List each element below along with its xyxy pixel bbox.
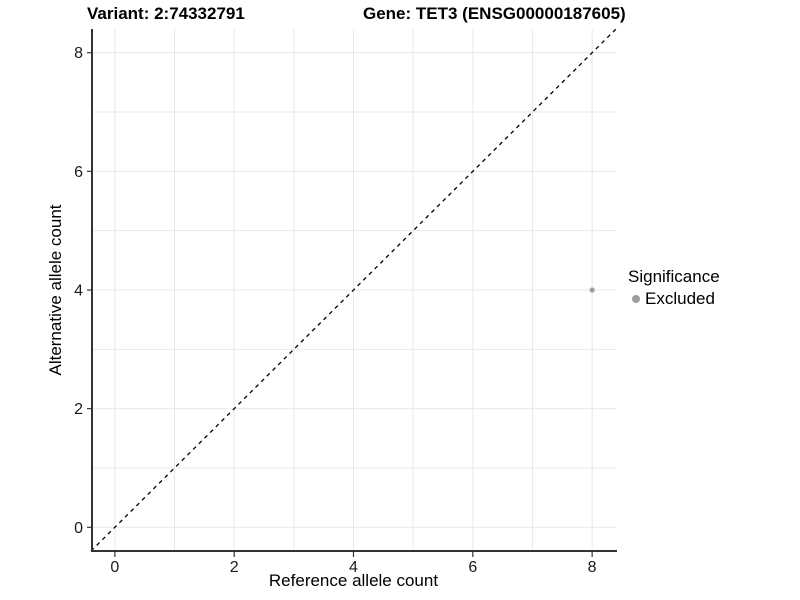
x-tick-label: 6	[468, 559, 477, 576]
x-tick-label: 8	[588, 559, 597, 576]
x-tick-label: 4	[349, 559, 358, 576]
y-tick-label: 0	[74, 520, 83, 537]
gene-title: Gene: TET3 (ENSG00000187605)	[363, 4, 626, 23]
legend-item-label: Excluded	[645, 289, 715, 308]
legend-title: Significance	[628, 267, 720, 286]
y-tick-label: 6	[74, 164, 83, 181]
x-tick-label: 0	[110, 559, 119, 576]
x-axis-label: Reference allele count	[268, 571, 439, 590]
y-axis-label: Alternative allele count	[46, 204, 65, 376]
legend-point-icon	[632, 295, 640, 303]
x-tick-label: 2	[230, 559, 239, 576]
variant-title: Variant: 2:74332791	[87, 4, 245, 23]
legend: Significance Excluded	[628, 266, 720, 309]
y-tick-label: 4	[74, 283, 83, 300]
y-tick-label: 8	[74, 45, 83, 62]
identity-dashed-line	[90, 28, 617, 552]
legend-item: Excluded	[628, 289, 720, 309]
y-tick-label: 2	[74, 401, 83, 418]
data-point	[589, 287, 595, 293]
